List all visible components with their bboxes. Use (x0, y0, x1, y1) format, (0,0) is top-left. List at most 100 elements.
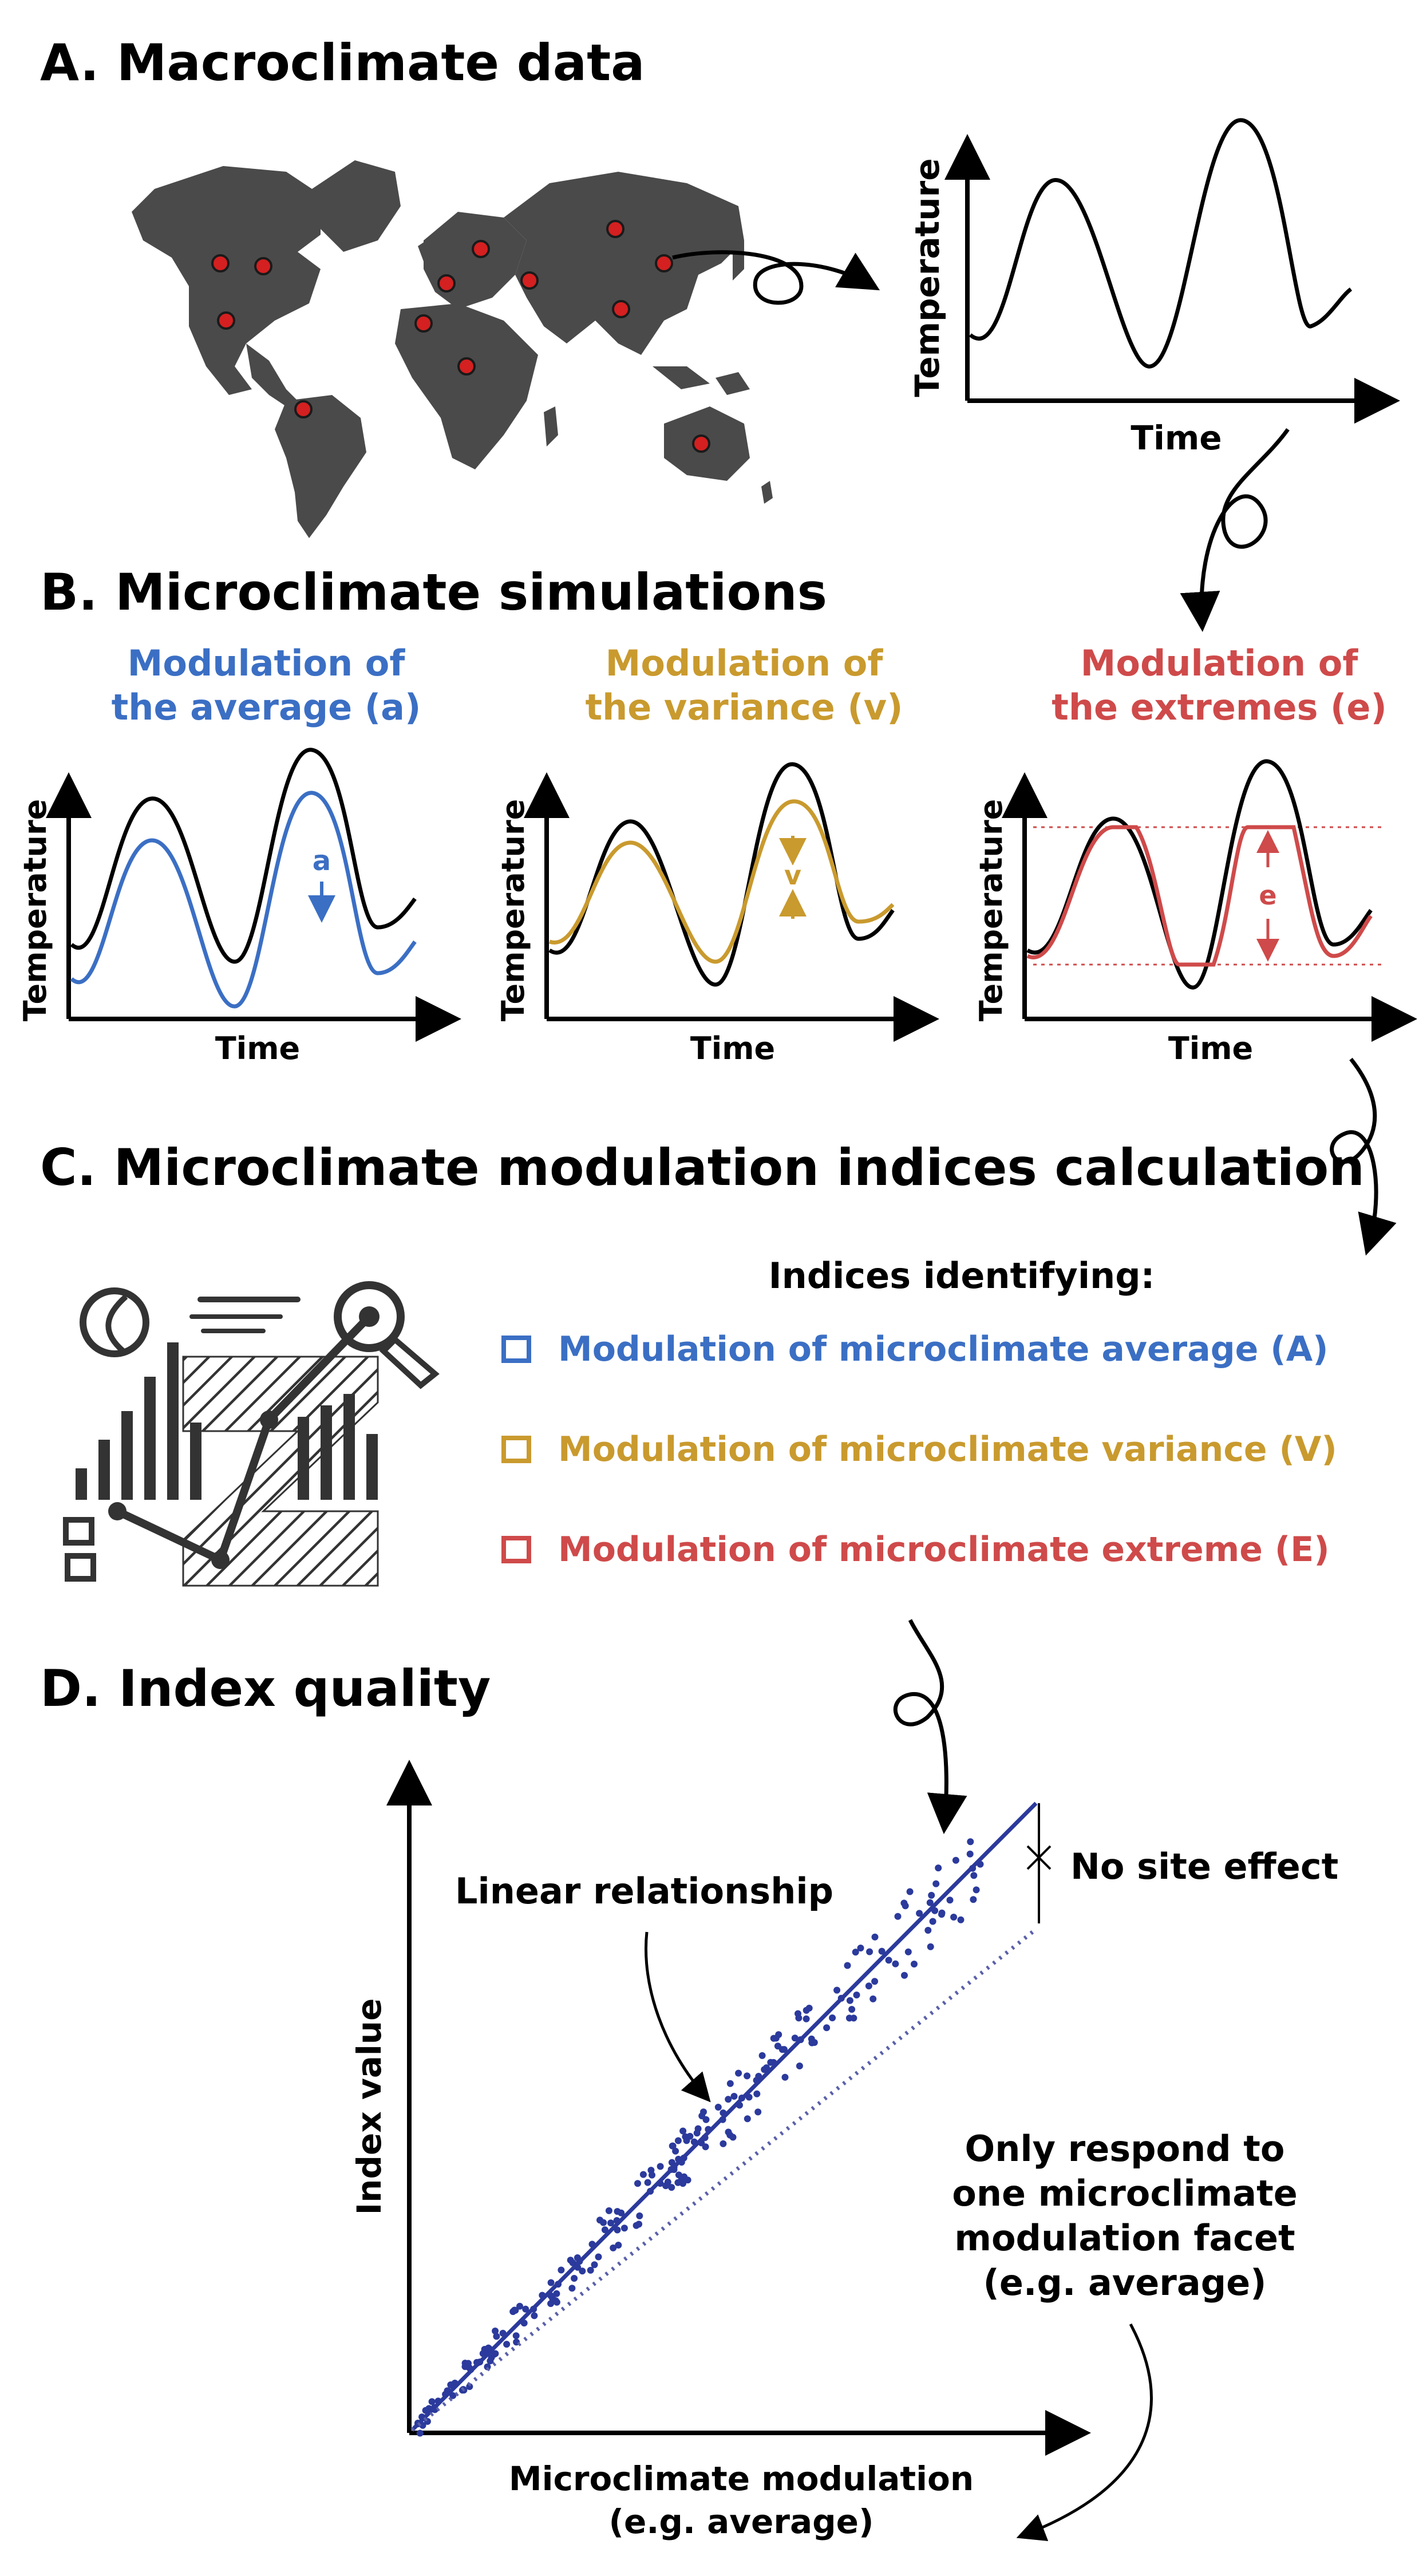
scatter-point (932, 1880, 940, 1887)
site-dot (520, 271, 539, 290)
scatter-point (558, 2266, 565, 2274)
bar (366, 1434, 378, 1500)
macroclimate-chart: Temperature Time (908, 118, 1400, 457)
bar (76, 1468, 87, 1500)
panel-extremes-title-2: the extremes (e) (1052, 686, 1387, 728)
scatter-point (805, 2005, 813, 2012)
panel-extremes-xlabel: Time (1168, 1030, 1253, 1066)
panel-variance-xlabel: Time (690, 1030, 775, 1066)
macro-ylabel: Temperature (908, 158, 947, 397)
panel-average: Modulation of the average (a) a Temperat… (17, 642, 461, 1066)
site-dot (294, 400, 313, 418)
scatter-point (846, 1997, 853, 2004)
site-dot (606, 220, 624, 238)
site-dot (612, 300, 630, 318)
checkbox-icon (63, 1517, 94, 1546)
scatter-point (516, 2302, 523, 2310)
bar (98, 1440, 110, 1500)
site-dot (457, 357, 476, 376)
scatter-point (823, 2024, 831, 2032)
scatter-point (605, 2207, 612, 2214)
annotation-facet-arrow (1016, 2323, 1153, 2542)
section-a-title: A. Macroclimate data (40, 33, 645, 92)
scatter-point (758, 2052, 766, 2059)
scatter-point (901, 1971, 908, 1979)
scatter-point (935, 1864, 942, 1872)
site-dot (437, 274, 456, 293)
scatter-point (970, 1896, 977, 1903)
d-xlabel-1: Microclimate modulation (509, 2459, 974, 2498)
annotation-linear-arrow (644, 1931, 711, 2103)
site-effect-cap (1026, 1845, 1052, 1870)
panel-average-title-2: the average (a) (112, 686, 421, 728)
section-c-title: C. Microclimate modulation indices calcu… (40, 1138, 1365, 1197)
scatter-point (547, 2279, 555, 2286)
macro-curve (70, 748, 417, 964)
scatter-point (503, 2341, 511, 2348)
scatter-point (906, 1888, 914, 1895)
annotation-facet-4: (e.g. average) (983, 2262, 1267, 2304)
scatter-point (970, 1872, 978, 1879)
scatter-point (512, 2332, 520, 2340)
scatter-point (601, 2226, 608, 2234)
panel-average-title-1: Modulation of (128, 642, 406, 684)
d-ylabel: Index value (350, 1998, 389, 2215)
scatter-point (866, 1948, 873, 1955)
scatter-points (414, 1838, 984, 2437)
magnifier-icon (334, 1281, 405, 1352)
calculation-illustration (63, 1281, 440, 1587)
scatter-point (493, 2333, 500, 2340)
scatter-point (668, 2159, 675, 2166)
scatter-point (730, 2093, 738, 2100)
scatter-point (770, 2034, 777, 2042)
index-a-label: Modulation of microclimate average (A) (558, 1329, 1329, 1369)
panel-extremes-ylabel: Temperature (973, 799, 1009, 1021)
scatter-point (639, 2171, 647, 2178)
macro-temperature-curve (969, 118, 1353, 369)
ball-icon (80, 1287, 149, 1357)
ball-seam (105, 1294, 128, 1353)
scatter-point (492, 2328, 499, 2334)
scatter-point (553, 2298, 560, 2306)
panel-average-xlabel: Time (215, 1030, 300, 1066)
regression-line (410, 1801, 1038, 2432)
scatter-point (511, 2306, 518, 2314)
scatter-point (848, 2006, 856, 2013)
extremes-curve (1026, 825, 1373, 967)
scatter-point (938, 1911, 945, 1918)
connector-node (359, 1306, 380, 1327)
scatter-point (591, 2261, 598, 2269)
index-v-label: Modulation of microclimate variance (V) (558, 1429, 1337, 1469)
scatter-point (885, 1957, 892, 1964)
scatter-point (675, 2171, 682, 2179)
magnifier-handle (379, 1336, 440, 1389)
index-e-label: Modulation of microclimate extreme (E) (558, 1530, 1330, 1570)
scatter-point (595, 2253, 602, 2261)
scatter-point (522, 2305, 529, 2313)
scatter-point (735, 2069, 742, 2077)
scatter-point (796, 2063, 803, 2069)
connector-line (113, 1313, 373, 1566)
bar (190, 1423, 201, 1500)
scatter-point (774, 2042, 781, 2050)
scatter-point (636, 2212, 643, 2219)
scatter-point (674, 2137, 682, 2144)
d-xlabel-2: (e.g. average) (608, 2502, 873, 2541)
scatter-point (857, 1945, 864, 1951)
scatter-point (927, 1943, 934, 1950)
macro-curve (1026, 759, 1373, 990)
scatter-point (634, 2180, 641, 2187)
scatter-point (781, 2073, 789, 2081)
scatter-point (449, 2392, 457, 2399)
scatter-point (957, 1916, 965, 1923)
scatter-point (644, 2179, 651, 2186)
scatter-point (726, 2080, 734, 2087)
panel-variance-title-1: Modulation of (606, 642, 884, 684)
scatter-point (946, 1897, 954, 1904)
scatter-point (672, 2147, 679, 2155)
scatter-point (916, 1910, 923, 1917)
scatter-point (753, 2090, 761, 2097)
bar (298, 1417, 309, 1500)
bar (343, 1394, 355, 1500)
scatter-point (681, 2173, 688, 2180)
